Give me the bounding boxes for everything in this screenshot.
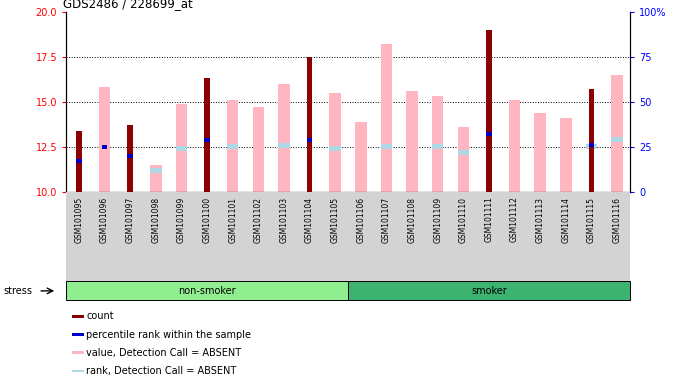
Text: non-smoker: non-smoker: [178, 286, 236, 296]
Bar: [66, 281, 348, 300]
Text: GSM101096: GSM101096: [100, 197, 109, 243]
Text: percentile rank within the sample: percentile rank within the sample: [86, 329, 251, 339]
Text: GSM101114: GSM101114: [561, 197, 570, 243]
Text: GSM101095: GSM101095: [74, 197, 84, 243]
Bar: [486, 30, 492, 192]
Bar: [348, 281, 630, 300]
Text: GSM101111: GSM101111: [484, 197, 493, 242]
Text: GSM101101: GSM101101: [228, 197, 237, 243]
Bar: [355, 122, 367, 192]
Bar: [204, 78, 210, 192]
Bar: [486, 132, 492, 136]
Text: GSM101115: GSM101115: [587, 197, 596, 243]
Bar: [589, 143, 594, 147]
Bar: [381, 144, 393, 149]
Bar: [150, 168, 161, 173]
Bar: [127, 154, 133, 158]
Bar: [307, 56, 313, 192]
Bar: [535, 113, 546, 192]
Bar: [432, 144, 443, 149]
Text: GSM101105: GSM101105: [331, 197, 340, 243]
Bar: [175, 146, 187, 151]
Text: GSM101110: GSM101110: [459, 197, 468, 243]
Bar: [307, 138, 313, 142]
Bar: [76, 159, 81, 163]
Bar: [76, 131, 81, 192]
Bar: [278, 84, 290, 192]
Bar: [99, 87, 111, 192]
Text: stress: stress: [3, 286, 33, 296]
Text: GSM101106: GSM101106: [356, 197, 365, 243]
Bar: [72, 351, 84, 354]
Bar: [72, 315, 84, 318]
Bar: [509, 100, 521, 192]
Bar: [585, 144, 597, 149]
Bar: [611, 74, 623, 192]
Text: GSM101099: GSM101099: [177, 197, 186, 243]
Text: GSM101104: GSM101104: [305, 197, 314, 243]
Text: value, Detection Call = ABSENT: value, Detection Call = ABSENT: [86, 348, 242, 358]
Bar: [175, 104, 187, 192]
Text: GSM101103: GSM101103: [279, 197, 288, 243]
Bar: [560, 118, 571, 192]
Bar: [150, 165, 161, 192]
Text: GSM101112: GSM101112: [510, 197, 519, 242]
Bar: [381, 44, 393, 192]
Text: GSM101107: GSM101107: [382, 197, 391, 243]
Bar: [227, 100, 239, 192]
Bar: [457, 127, 469, 192]
Bar: [227, 144, 239, 149]
Text: rank, Detection Call = ABSENT: rank, Detection Call = ABSENT: [86, 366, 237, 376]
Bar: [406, 91, 418, 192]
Bar: [457, 150, 469, 155]
Bar: [253, 107, 264, 192]
Bar: [127, 125, 133, 192]
Bar: [72, 333, 84, 336]
Bar: [432, 96, 443, 192]
Text: GSM101102: GSM101102: [254, 197, 263, 243]
Bar: [329, 93, 341, 192]
Bar: [204, 138, 210, 142]
Bar: [329, 146, 341, 151]
Bar: [611, 137, 623, 142]
Text: GSM101116: GSM101116: [612, 197, 622, 243]
Text: GSM101098: GSM101098: [151, 197, 160, 243]
Text: GSM101097: GSM101097: [126, 197, 135, 243]
Text: count: count: [86, 311, 114, 321]
Text: GSM101109: GSM101109: [433, 197, 442, 243]
Text: GSM101100: GSM101100: [203, 197, 212, 243]
Bar: [278, 142, 290, 147]
Text: GDS2486 / 228699_at: GDS2486 / 228699_at: [63, 0, 193, 10]
Bar: [72, 369, 84, 372]
Bar: [102, 145, 107, 149]
Text: GSM101113: GSM101113: [536, 197, 545, 243]
Text: GSM101108: GSM101108: [408, 197, 417, 243]
Bar: [589, 89, 594, 192]
Text: smoker: smoker: [471, 286, 507, 296]
